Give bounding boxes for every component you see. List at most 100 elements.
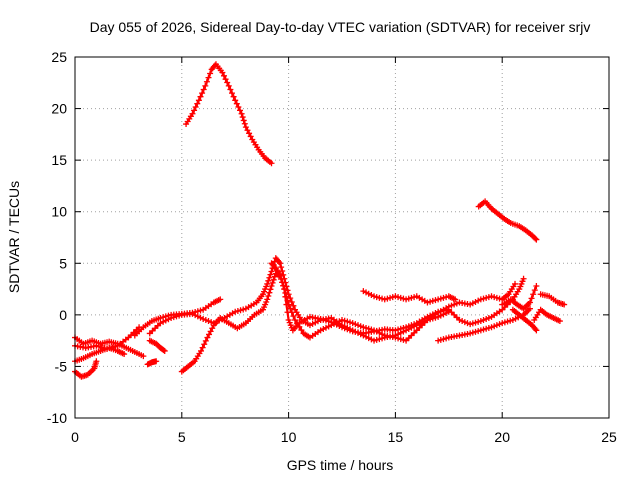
data-point <box>275 258 282 265</box>
data-point <box>493 322 500 329</box>
data-point <box>278 276 285 283</box>
series-arc-17 <box>531 306 563 325</box>
data-point <box>205 318 212 325</box>
data-point <box>451 301 458 308</box>
data-point <box>360 324 367 331</box>
data-point <box>157 314 164 321</box>
data-point <box>98 344 105 351</box>
data-point <box>217 296 224 303</box>
data-point <box>483 294 490 301</box>
data-point <box>168 314 175 321</box>
data-point <box>200 86 207 93</box>
data-point <box>526 299 533 306</box>
data-point <box>556 318 563 325</box>
data-point <box>227 86 234 93</box>
data-point <box>432 310 439 317</box>
data-point <box>160 318 167 325</box>
y-axis-label: SDTVAR / TECUs <box>6 181 22 293</box>
data-point <box>467 321 474 328</box>
data-point <box>339 324 345 331</box>
data-point <box>405 323 412 330</box>
data-point <box>200 315 207 322</box>
x-axis-label: GPS time / hours <box>287 457 394 473</box>
data-point <box>512 280 519 287</box>
data-point <box>228 90 235 97</box>
data-point <box>240 306 247 313</box>
data-point <box>435 337 442 344</box>
data-point <box>298 327 305 334</box>
data-point <box>277 272 284 279</box>
data-point <box>225 82 232 89</box>
data-point <box>157 320 164 327</box>
data-point <box>269 279 276 286</box>
data-point <box>165 316 172 323</box>
data-point <box>373 294 380 301</box>
x-tick-label: 0 <box>71 429 79 445</box>
data-point <box>483 325 490 332</box>
data-point <box>429 297 436 304</box>
data-point <box>533 236 540 243</box>
data-point <box>387 294 394 301</box>
data-point <box>403 324 410 331</box>
data-point <box>194 100 201 107</box>
data-point <box>309 320 316 327</box>
series-arc-15 <box>509 306 540 334</box>
data-point <box>209 325 216 332</box>
data-series <box>72 61 568 380</box>
y-tick-label: 0 <box>59 307 67 323</box>
data-point <box>349 320 356 327</box>
data-point <box>477 296 484 303</box>
data-point <box>373 336 380 343</box>
data-point <box>480 317 487 324</box>
data-point <box>265 277 272 284</box>
data-point <box>480 295 487 302</box>
data-point <box>268 160 275 167</box>
data-point <box>488 324 495 331</box>
data-point <box>427 298 434 305</box>
data-point <box>239 114 246 121</box>
data-point <box>203 78 210 85</box>
data-point <box>161 347 168 354</box>
data-point <box>485 325 492 332</box>
data-point <box>381 296 388 303</box>
data-point <box>283 301 290 308</box>
data-point <box>198 347 205 354</box>
data-point <box>211 62 218 69</box>
data-point <box>355 322 362 329</box>
y-tick-label: -5 <box>55 358 68 374</box>
x-tick-label: 5 <box>178 429 186 445</box>
data-point <box>279 279 286 286</box>
data-point <box>270 276 277 283</box>
data-point <box>280 282 287 289</box>
data-point <box>397 325 404 332</box>
data-point <box>437 295 444 302</box>
data-point <box>371 293 378 300</box>
data-point <box>238 110 245 117</box>
data-point <box>400 295 407 302</box>
data-point <box>475 297 482 304</box>
data-point <box>205 74 212 81</box>
data-point <box>234 307 241 314</box>
data-point <box>207 70 214 77</box>
data-point <box>443 335 450 342</box>
data-point <box>290 302 297 309</box>
data-point <box>504 318 511 325</box>
data-point <box>281 286 288 293</box>
data-point <box>202 317 209 324</box>
data-point <box>509 317 516 324</box>
data-point <box>237 107 244 114</box>
data-point <box>533 282 540 289</box>
data-point <box>93 358 100 365</box>
data-point <box>204 334 211 341</box>
data-point <box>320 326 327 333</box>
data-point <box>197 93 204 100</box>
data-point <box>392 334 399 341</box>
data-point <box>411 321 418 328</box>
data-point <box>357 323 364 330</box>
data-point <box>197 314 204 321</box>
series-arc-1 <box>183 61 275 167</box>
data-point <box>201 341 208 348</box>
data-point <box>288 298 295 305</box>
x-tick-label: 25 <box>601 429 617 445</box>
data-point <box>472 298 479 305</box>
